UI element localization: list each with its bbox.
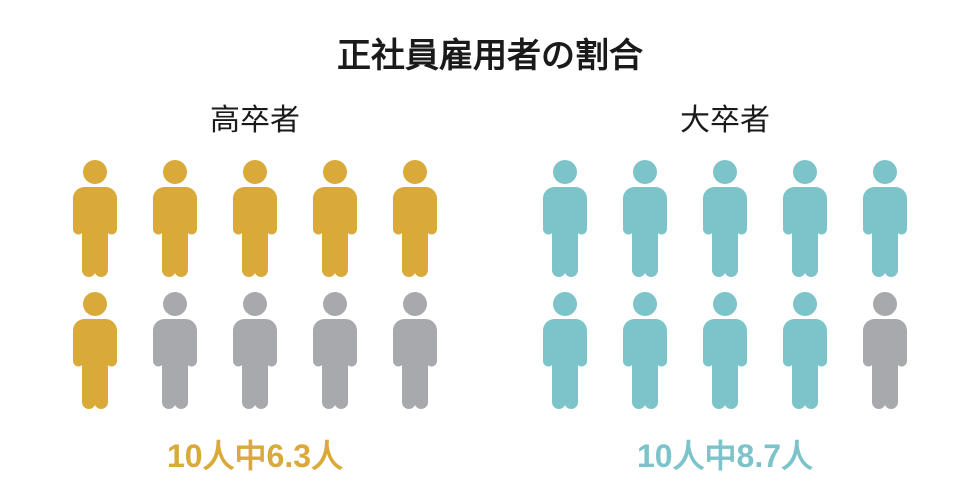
person-icon: [224, 159, 286, 277]
person-icon: [614, 291, 676, 409]
person-icon: [614, 159, 676, 277]
person-icon: [384, 291, 446, 409]
person-icon: [224, 291, 286, 409]
person-icon: [384, 159, 446, 277]
person-icon: [854, 291, 916, 409]
person-icon: [304, 291, 366, 409]
person-icon: [854, 159, 916, 277]
group-highschool: 高卒者 10人中6.3人: [55, 95, 455, 477]
person-icon: [774, 159, 836, 277]
icon-grid: [64, 159, 446, 409]
person-icon: [534, 291, 596, 409]
person-icon: [64, 291, 126, 409]
group-stat: 10人中8.7人: [637, 431, 813, 477]
person-icon: [64, 159, 126, 277]
person-icon: [534, 159, 596, 277]
page-title: 正社員雇用者の割合: [337, 28, 643, 77]
person-icon: [144, 159, 206, 277]
group-label: 大卒者: [680, 95, 770, 139]
person-icon: [774, 291, 836, 409]
person-icon: [694, 159, 756, 277]
group-label: 高卒者: [210, 95, 300, 139]
person-icon: [694, 291, 756, 409]
groups-container: 高卒者 10人中6.3人 大卒者: [55, 95, 925, 477]
person-icon: [144, 291, 206, 409]
group-stat: 10人中6.3人: [167, 431, 343, 477]
person-icon: [304, 159, 366, 277]
icon-grid: [534, 159, 916, 409]
group-university: 大卒者 10人中8.7人: [525, 95, 925, 477]
